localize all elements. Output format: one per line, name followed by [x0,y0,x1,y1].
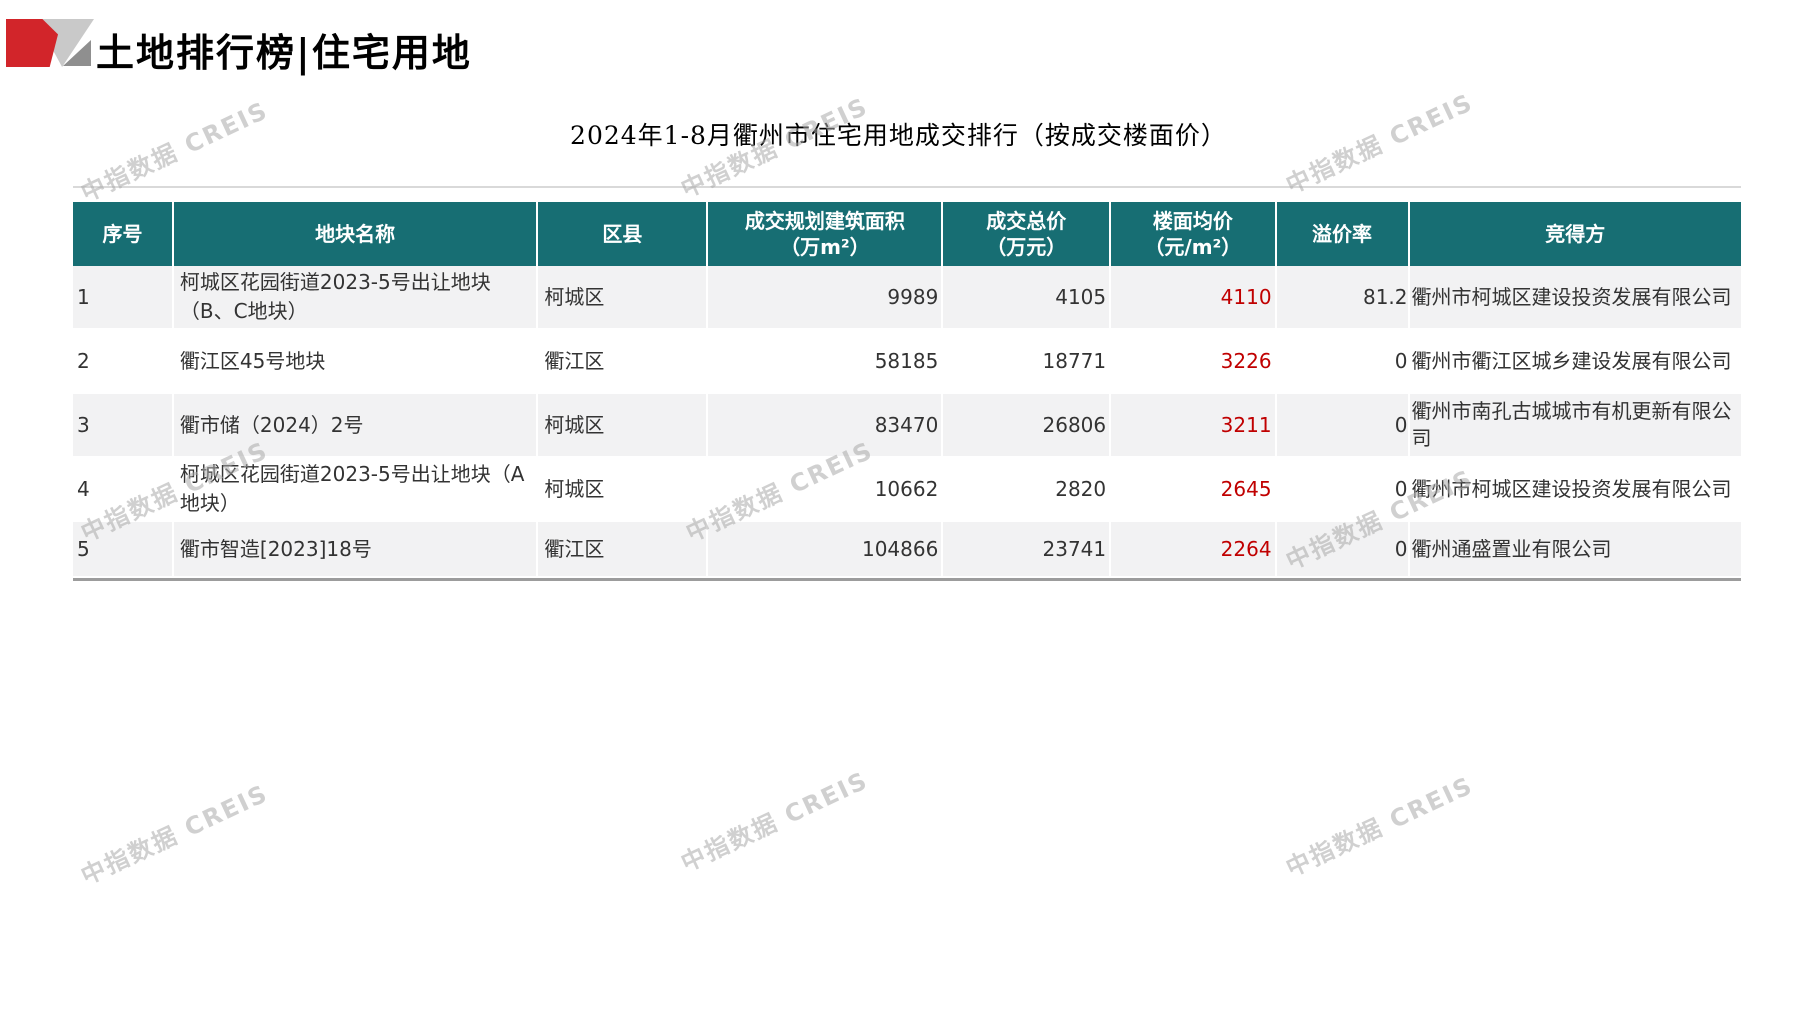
cell-total-price: 23741 [943,522,1112,578]
header-label: 区县 [602,222,643,246]
header-label: 溢价率 [1312,222,1373,246]
header-cell-name: 地块名称 [174,202,539,266]
cell-premium-rate: 0 [1276,330,1410,394]
cell-planned-area: 9989 [708,266,944,330]
table-row: 2 衢江区45号地块 衢江区 58185 18771 3226 0 衢州市衢江区… [73,330,1741,394]
cell-parcel-name: 柯城区花园街道2023-5号出让地块（B、C地块） [173,266,539,330]
cell-floor-price: 4110 [1111,266,1277,330]
cell-total-price: 4105 [943,266,1112,330]
cell-district: 柯城区 [538,458,709,522]
cell-parcel-name: 柯城区花园街道2023-5号出让地块（A地块） [173,458,539,522]
cell-winner: 衢州市柯城区建设投资发展有限公司 [1409,458,1741,522]
cell-winner: 衢州市柯城区建设投资发展有限公司 [1409,266,1741,330]
header-cell-no: 序号 [73,202,174,266]
page-subtitle: 2024年1-8月衢州市住宅用地成交排行（按成交楼面价） [570,121,1227,150]
cell-rank: 4 [73,458,174,522]
creis-logo [6,14,94,72]
header-label: 地块名称 [315,222,396,246]
table-row: 3 衢市储（2024）2号 柯城区 83470 26806 3211 0 衢州市… [73,394,1741,458]
header-cell-winner: 竞得方 [1410,202,1741,266]
cell-rank: 3 [73,394,174,458]
header-unit: （万元） [986,235,1067,259]
cell-planned-area: 10662 [708,458,944,522]
cell-premium-rate: 0 [1276,394,1410,458]
table-top-rule [73,186,1741,188]
cell-total-price: 18771 [943,330,1112,394]
cell-district: 柯城区 [538,394,709,458]
header-cell-premium-rate: 溢价率 [1277,202,1410,266]
cell-parcel-name: 衢江区45号地块 [173,330,539,394]
cell-planned-area: 83470 [708,394,944,458]
table-row: 1 柯城区花园街道2023-5号出让地块（B、C地块） 柯城区 9989 410… [73,266,1741,330]
header-label: 竞得方 [1545,222,1606,246]
cell-parcel-name: 衢市智造[2023]18号 [173,522,539,578]
header-cell-total-price: 成交总价 （万元） [943,202,1112,266]
table-row: 4 柯城区花园街道2023-5号出让地块（A地块） 柯城区 10662 2820… [73,458,1741,522]
cell-floor-price: 3226 [1111,330,1277,394]
table-header-row: 序号 地块名称 区县 成交规划建筑面积 （万m²） 成交总价 （万元） 楼面均价… [73,202,1741,266]
cell-premium-rate: 81.2 [1276,266,1410,330]
cell-total-price: 26806 [943,394,1112,458]
header-label: 成交总价 [986,209,1067,233]
cell-floor-price: 3211 [1111,394,1277,458]
header-label: 序号 [102,222,143,246]
cell-rank: 2 [73,330,174,394]
header-cell-area: 成交规划建筑面积 （万m²） [708,202,944,266]
land-ranking-table: 序号 地块名称 区县 成交规划建筑面积 （万m²） 成交总价 （万元） 楼面均价… [73,202,1741,581]
cell-floor-price: 2645 [1111,458,1277,522]
logo-red-shape [6,19,58,67]
cell-rank: 1 [73,266,174,330]
cell-floor-price: 2264 [1111,522,1277,578]
cell-premium-rate: 0 [1276,522,1410,578]
cell-district: 柯城区 [538,266,709,330]
cell-total-price: 2820 [943,458,1112,522]
watermark-text: 中指数据 CREIS [1281,771,1478,883]
cell-parcel-name: 衢市储（2024）2号 [173,394,539,458]
header-cell-district: 区县 [538,202,709,266]
cell-planned-area: 58185 [708,330,944,394]
cell-planned-area: 104866 [708,522,944,578]
cell-district: 衢江区 [538,522,709,578]
watermark-text: 中指数据 CREIS [76,779,273,891]
header-unit: （元/m²） [1144,235,1242,259]
header-unit: （万m²） [780,235,870,259]
cell-rank: 5 [73,522,174,578]
header-cell-floor-price: 楼面均价 （元/m²） [1111,202,1277,266]
page-title: 土地排行榜|住宅用地 [96,30,472,75]
table-row: 5 衢市智造[2023]18号 衢江区 104866 23741 2264 0 … [73,522,1741,578]
cell-winner: 衢州通盛置业有限公司 [1409,522,1741,578]
header-label: 成交规划建筑面积 [744,209,905,233]
cell-district: 衢江区 [538,330,709,394]
cell-winner: 衢州市衢江区城乡建设发展有限公司 [1409,330,1741,394]
cell-premium-rate: 0 [1276,458,1410,522]
header-label: 楼面均价 [1152,209,1233,233]
watermark-text: 中指数据 CREIS [676,766,873,878]
cell-winner: 衢州市南孔古城城市有机更新有限公司 [1409,394,1741,458]
